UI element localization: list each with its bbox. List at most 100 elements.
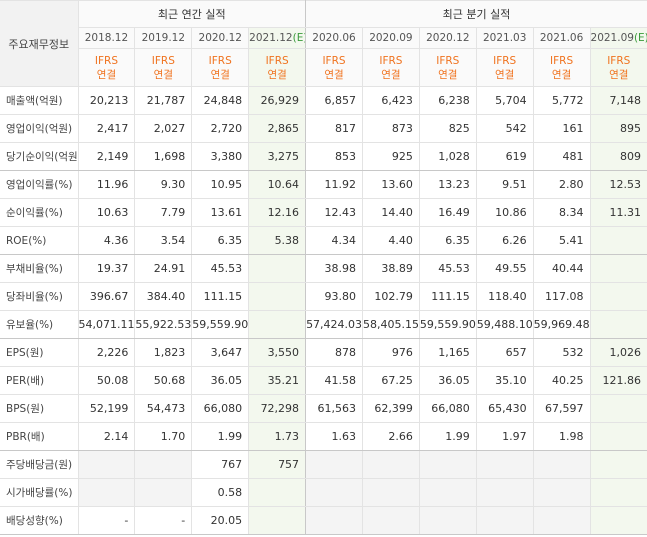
value-cell: 24.91 — [134, 254, 193, 283]
value-cell: 2,149 — [77, 142, 136, 171]
table-head: 주요재무정보 최근 연간 실적 최근 분기 실적 2018.12 2019.12 2… — [0, 0, 647, 87]
value-cell: 7.79 — [134, 198, 193, 227]
value-cell: 67,597 — [532, 394, 591, 423]
value-cell: 925 — [361, 142, 420, 171]
data-row: 순이익률(%) 10.63 7.79 13.61 12.16 12.43 14.40 16.4… — [0, 198, 647, 227]
row-label: 영업이익(억원) — [0, 114, 79, 143]
value-cell: 55,922.53 — [134, 310, 193, 339]
value-cell: 853 — [305, 142, 363, 171]
value-cell: 5,772 — [532, 86, 591, 115]
value-cell: 59,969.48 — [532, 310, 591, 339]
empty-cell — [248, 254, 307, 283]
basis-standard: IFRS — [379, 54, 403, 67]
value-cell: 10.63 — [77, 198, 136, 227]
period-header: 2018.12 — [78, 27, 136, 49]
data-row: 부채비율(%) 19.37 24.91 45.53 38.98 38.89 45.53 49.… — [0, 254, 647, 283]
value-cell: 4.36 — [77, 226, 136, 255]
empty-cell — [248, 310, 307, 339]
value-cell: 6.35 — [418, 226, 477, 255]
row-label: 배당성향(%) — [0, 506, 79, 535]
empty-cell — [532, 450, 591, 479]
basis-header: IFRS 연결 — [191, 48, 250, 87]
empty-cell — [361, 450, 420, 479]
value-cell: 35.21 — [248, 366, 307, 395]
basis-standard: IFRS — [265, 54, 289, 67]
value-cell: 6,238 — [418, 86, 477, 115]
estimate-mark: (E) — [633, 32, 647, 44]
value-cell: 11.92 — [305, 170, 363, 199]
value-cell: 102.79 — [361, 282, 420, 311]
value-cell: 12.16 — [248, 198, 307, 227]
value-cell: 3.54 — [134, 226, 193, 255]
basis-scope: 연결 — [324, 68, 344, 81]
value-cell: 2,865 — [248, 114, 307, 143]
basis-scope: 연결 — [267, 68, 287, 81]
basis-row: IFRS 연결 IFRS 연결 IFRS 연결 IFRS 연결 IFRS 연결 IFRS 연결 IFRS… — [0, 48, 647, 87]
row-label: 유보율(%) — [0, 310, 79, 339]
period-header: 2021.03 — [475, 27, 534, 49]
value-cell: 5,704 — [475, 86, 534, 115]
value-cell: 161 — [532, 114, 591, 143]
empty-cell — [475, 506, 534, 535]
value-cell: 111.15 — [191, 282, 250, 311]
estimate-mark: (E) — [292, 32, 305, 44]
empty-cell — [589, 254, 647, 283]
data-row: PER(배) 50.08 50.68 36.05 35.21 41.58 67.25 36.0… — [0, 366, 647, 395]
value-cell: 873 — [361, 114, 420, 143]
data-row: BPS(원) 52,199 54,473 66,080 72,298 61,563 62,3… — [0, 394, 647, 423]
basis-header: IFRS 연결 — [361, 48, 420, 87]
value-cell: 35.10 — [475, 366, 534, 395]
basis-scope: 연결 — [381, 68, 401, 81]
value-cell: 57,424.03 — [305, 310, 363, 339]
value-cell: 3,647 — [191, 338, 250, 367]
quarter-header: 최근 분기 실적 — [305, 0, 647, 28]
value-cell: 1.63 — [305, 422, 363, 451]
value-cell: 41.58 — [305, 366, 363, 395]
row-label: PER(배) — [0, 366, 79, 395]
value-cell: 4.34 — [305, 226, 363, 255]
value-cell: 1,026 — [589, 338, 647, 367]
period-label: 2021.09 — [590, 32, 634, 44]
empty-cell — [77, 478, 136, 507]
value-cell: 1.73 — [248, 422, 307, 451]
value-cell: 19.37 — [77, 254, 136, 283]
empty-cell — [77, 450, 136, 479]
period-header: 2021.12(E) — [248, 27, 307, 49]
empty-cell — [589, 282, 647, 311]
empty-cell — [305, 450, 363, 479]
value-cell: 12.53 — [589, 170, 647, 199]
value-cell: 1.97 — [475, 422, 534, 451]
value-cell: 16.49 — [418, 198, 477, 227]
basis-standard: IFRS — [208, 54, 232, 67]
basis-scope: 연결 — [153, 68, 173, 81]
value-cell: 657 — [475, 338, 534, 367]
data-row: 시가배당률(%) 0.58 — [0, 478, 647, 507]
value-cell: 65,430 — [475, 394, 534, 423]
value-cell: 976 — [361, 338, 420, 367]
period-header: 2020.12 — [191, 27, 250, 49]
value-cell: 13.61 — [191, 198, 250, 227]
value-cell: 10.86 — [475, 198, 534, 227]
row-label: PBR(배) — [0, 422, 79, 451]
value-cell: 2.14 — [77, 422, 136, 451]
value-cell: 7,148 — [589, 86, 647, 115]
basis-header: IFRS 연결 — [589, 48, 647, 87]
value-cell: 14.40 — [361, 198, 420, 227]
value-cell: 2.66 — [361, 422, 420, 451]
basis-scope: 연결 — [96, 68, 117, 81]
empty-cell — [134, 478, 193, 507]
row-label: 주당배당금(원) — [0, 450, 79, 479]
value-cell: 49.55 — [475, 254, 534, 283]
value-cell: 26,929 — [248, 86, 307, 115]
period-header: 2020.06 — [305, 27, 363, 49]
value-cell: 13.60 — [361, 170, 420, 199]
value-cell: 6,857 — [305, 86, 363, 115]
value-cell: 117.08 — [532, 282, 591, 311]
basis-scope: 연결 — [551, 68, 572, 81]
value-cell: 1,165 — [418, 338, 477, 367]
value-cell: 59,559.90 — [191, 310, 250, 339]
value-cell: 878 — [305, 338, 363, 367]
basis-header: IFRS 연결 — [134, 48, 193, 87]
value-cell: 2,027 — [134, 114, 193, 143]
value-cell: 118.40 — [475, 282, 534, 311]
